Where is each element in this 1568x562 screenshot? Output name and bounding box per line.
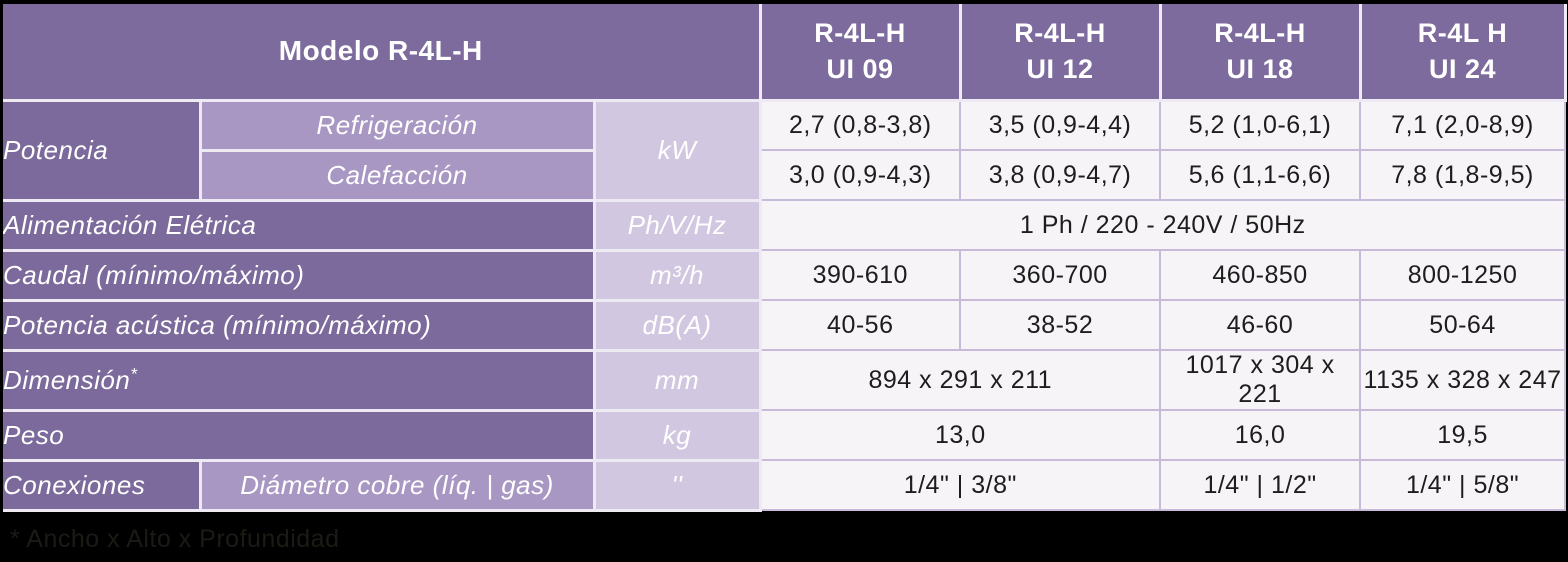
column-header-model: R-4L-H	[814, 17, 906, 48]
table-title: Modelo R-4L-H	[3, 4, 762, 102]
row-conexiones: Conexiones Diámetro cobre (líq. | gas) '…	[3, 458, 1567, 512]
dimension-footnote: * Ancho x Alto x Profundidad	[10, 524, 340, 553]
column-header-size: UI 09	[826, 54, 894, 85]
column-header-model: R-4L-H	[1214, 17, 1306, 48]
row-label-potencia-acustica: Potencia acústica (mínimo/máximo)	[3, 298, 596, 352]
value-cell: 5,2 (1,0-6,1)	[1159, 99, 1362, 151]
row-refrigeracion: Potencia Refrigeración kW 2,7 (0,8-3,8) …	[3, 98, 1567, 202]
value-cell: 3,0 (0,9-4,3)	[759, 149, 962, 201]
value-cell: 460-850	[1159, 249, 1362, 301]
column-header-ui09: R-4L-H UI 09	[758, 4, 962, 102]
value-cell: 1135 x 328 x 247	[1359, 349, 1567, 411]
row-caudal: Caudal (mínimo/máximo) m³/h 390-610 360-…	[3, 248, 1567, 302]
unit-phvhz: Ph/V/Hz	[592, 198, 762, 252]
unit-kg: kg	[592, 408, 762, 462]
value-cell: 46-60	[1159, 299, 1362, 351]
row-sublabel-diametro-cobre: Diámetro cobre (líq. | gas)	[198, 458, 596, 512]
table-header-row: Modelo R-4L-H R-4L-H UI 09 R-4L-H UI 12 …	[3, 4, 1567, 102]
column-header-size: UI 24	[1429, 54, 1497, 85]
value-cell: 1/4" | 1/2"	[1159, 459, 1362, 511]
row-calefaccion: Calefacción 3,0 (0,9-4,3) 3,8 (0,9-4,7) …	[3, 148, 1567, 202]
spec-table: Modelo R-4L-H R-4L-H UI 09 R-4L-H UI 12 …	[3, 4, 1567, 512]
value-cell: 360-700	[959, 249, 1162, 301]
unit-mm: mm	[592, 348, 762, 412]
unit-dba: dB(A)	[592, 298, 762, 352]
unit-m3h: m³/h	[592, 248, 762, 302]
column-header-model: R-4L-H	[1014, 17, 1106, 48]
value-cell: 390-610	[759, 249, 962, 301]
value-cell: 5,6 (1,1-6,6)	[1159, 149, 1362, 201]
column-header-ui24: R-4L H UI 24	[1358, 4, 1567, 102]
value-cell: 38-52	[959, 299, 1162, 351]
row-sublabel-refrigeracion: Refrigeración	[198, 98, 596, 152]
value-cell: 1/4" | 3/8"	[759, 459, 1162, 511]
value-cell: 1017 x 304 x 221	[1159, 349, 1362, 411]
value-cell: 50-64	[1359, 299, 1567, 351]
value-cell: 1/4" | 5/8"	[1359, 459, 1567, 511]
value-cell: 800-1250	[1359, 249, 1567, 301]
row-label-peso: Peso	[3, 408, 596, 462]
row-peso: Peso kg 13,0 16,0 19,5	[3, 408, 1567, 462]
value-cell: 7,8 (1,8-9,5)	[1359, 149, 1567, 201]
value-cell: 7,1 (2,0-8,9)	[1359, 99, 1567, 151]
value-cell: 40-56	[759, 299, 962, 351]
unit-inches: ''	[592, 458, 762, 512]
row-label-potencia: Potencia	[3, 98, 202, 202]
value-cell: 1 Ph / 220 - 240V / 50Hz	[759, 199, 1567, 251]
row-sublabel-calefaccion: Calefacción	[200, 148, 596, 202]
value-cell: 3,5 (0,9-4,4)	[959, 99, 1162, 151]
value-cell: 3,8 (0,9-4,7)	[959, 149, 1162, 201]
column-header-ui12: R-4L-H UI 12	[958, 4, 1162, 102]
value-cell: 16,0	[1159, 409, 1362, 461]
unit-kw: kW	[592, 98, 762, 202]
dimension-footnote-marker: *	[130, 363, 138, 383]
column-header-model: R-4L H	[1417, 17, 1508, 48]
column-header-size: UI 18	[1226, 54, 1294, 85]
column-header-size: UI 12	[1026, 54, 1094, 85]
row-dimension: Dimensión* mm 894 x 291 x 211 1017 x 304…	[3, 348, 1567, 412]
row-label-alimentacion: Alimentación Elétrica	[3, 198, 596, 252]
row-label-dimension: Dimensión*	[3, 348, 596, 412]
row-alimentacion: Alimentación Elétrica Ph/V/Hz 1 Ph / 220…	[3, 198, 1567, 252]
value-cell: 2,7 (0,8-3,8)	[759, 99, 962, 151]
row-label-dimension-text: Dimensión	[3, 364, 131, 395]
value-cell: 894 x 291 x 211	[759, 349, 1162, 411]
row-potencia-acustica: Potencia acústica (mínimo/máximo) dB(A) …	[3, 298, 1567, 352]
row-label-caudal: Caudal (mínimo/máximo)	[3, 248, 596, 302]
column-header-ui18: R-4L-H UI 18	[1158, 4, 1362, 102]
value-cell: 13,0	[759, 409, 1162, 461]
row-label-conexiones: Conexiones	[3, 458, 202, 512]
value-cell: 19,5	[1359, 409, 1567, 461]
